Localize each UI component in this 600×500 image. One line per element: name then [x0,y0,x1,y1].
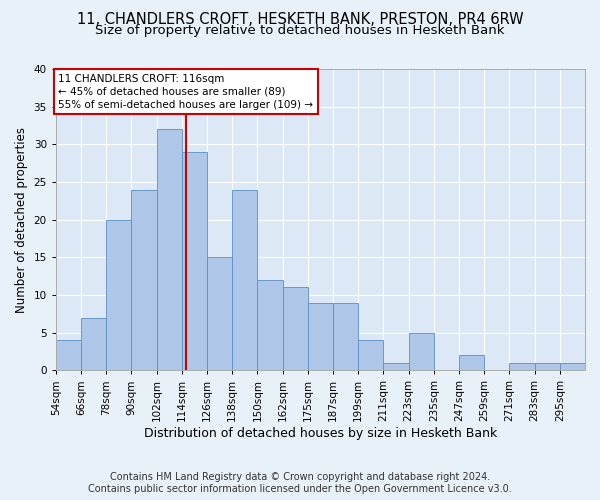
Bar [207,258,232,370]
Text: 11 CHANDLERS CROFT: 116sqm
← 45% of detached houses are smaller (89)
55% of semi: 11 CHANDLERS CROFT: 116sqm ← 45% of deta… [58,74,313,110]
Y-axis label: Number of detached properties: Number of detached properties [15,126,28,312]
Bar [257,280,283,370]
Bar [157,130,182,370]
Bar [56,340,81,370]
Text: Contains public sector information licensed under the Open Government Licence v3: Contains public sector information licen… [88,484,512,494]
Bar [560,363,585,370]
Bar [131,190,157,370]
Bar [535,363,560,370]
Bar [333,302,358,370]
Bar [509,363,535,370]
Bar [232,190,257,370]
Bar [81,318,106,370]
Bar [358,340,383,370]
Text: 11, CHANDLERS CROFT, HESKETH BANK, PRESTON, PR4 6RW: 11, CHANDLERS CROFT, HESKETH BANK, PREST… [77,12,523,28]
Bar [106,220,131,370]
Bar [409,332,434,370]
Text: Contains HM Land Registry data © Crown copyright and database right 2024.: Contains HM Land Registry data © Crown c… [110,472,490,482]
Bar [308,302,333,370]
Text: Size of property relative to detached houses in Hesketh Bank: Size of property relative to detached ho… [95,24,505,37]
Bar [182,152,207,370]
X-axis label: Distribution of detached houses by size in Hesketh Bank: Distribution of detached houses by size … [144,427,497,440]
Bar [459,355,484,370]
Bar [383,363,409,370]
Bar [283,288,308,370]
